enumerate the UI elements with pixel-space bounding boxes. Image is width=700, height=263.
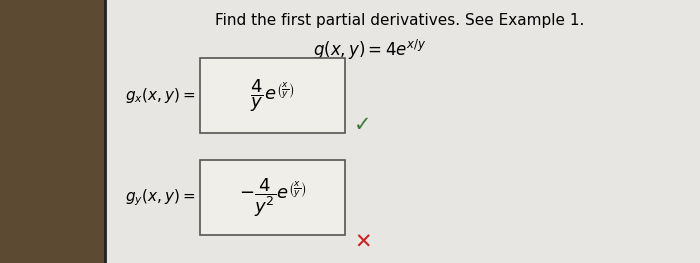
Text: $g_x(x, y) =$: $g_x(x, y) =$ bbox=[125, 86, 195, 105]
Text: $\dfrac{4}{y}e^{\left(\frac{x}{y}\right)}$: $\dfrac{4}{y}e^{\left(\frac{x}{y}\right)… bbox=[250, 77, 295, 114]
Bar bbox=[200, 58, 345, 133]
Bar bbox=[200, 160, 345, 235]
Text: ✓: ✓ bbox=[354, 115, 372, 135]
Text: $-\dfrac{4}{y^2}e^{\left(\frac{x}{y}\right)}$: $-\dfrac{4}{y^2}e^{\left(\frac{x}{y}\rig… bbox=[239, 176, 307, 219]
Text: ✕: ✕ bbox=[354, 233, 372, 253]
Text: $g_y(x, y) =$: $g_y(x, y) =$ bbox=[125, 187, 195, 208]
Text: $g(x, y) = 4e^{x/y}$: $g(x, y) = 4e^{x/y}$ bbox=[313, 38, 427, 62]
Bar bbox=[0, 0, 105, 263]
Text: Find the first partial derivatives. See Example 1.: Find the first partial derivatives. See … bbox=[216, 13, 584, 28]
